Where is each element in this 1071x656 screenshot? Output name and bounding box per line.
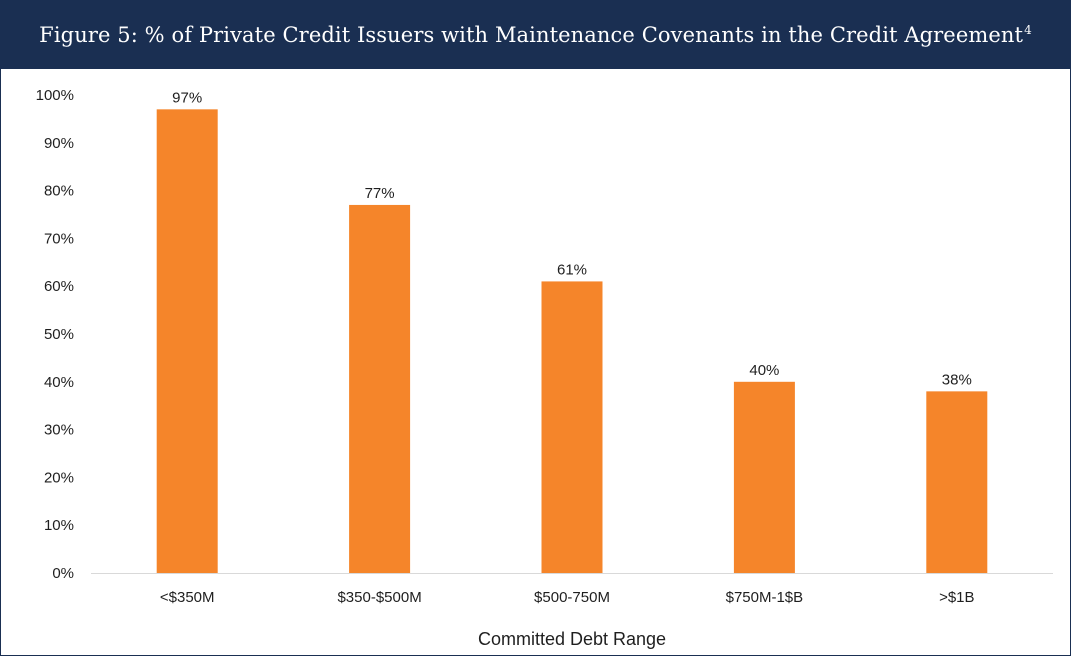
bar-chart: 0% 10% 20% 30% 40% 50% 60% 70% 80% 90% 100% 97% 77%… (36, 87, 1053, 649)
x-tick-label: $350-$500M (337, 589, 421, 606)
y-tick-label: 80% (44, 183, 74, 200)
x-tick-label: >$1B (939, 589, 974, 606)
y-tick-label: 60% (44, 278, 74, 295)
bar (349, 204, 411, 573)
y-tick-label: 100% (36, 87, 74, 104)
x-tick-label: $750M-1$B (726, 589, 804, 606)
chart-title-text: Figure 5: % of Private Credit Issuers wi… (39, 23, 1024, 47)
bar (926, 391, 988, 573)
x-tick-label: $500-750M (534, 589, 610, 606)
bar-data-label: 40% (749, 362, 779, 379)
bar-data-label: 97% (172, 89, 202, 106)
bar-data-label: 77% (365, 185, 395, 202)
data-labels: 97% 77% 61% 40% 38% (172, 89, 972, 388)
chart-title: Figure 5: % of Private Credit Issuers wi… (39, 23, 1032, 47)
y-tick-label: 30% (44, 422, 74, 439)
y-tick-label: 20% (44, 469, 74, 486)
bar-data-label: 38% (942, 371, 972, 388)
y-tick-label: 50% (44, 326, 74, 343)
y-tick-label: 70% (44, 230, 74, 247)
x-tick-label: <$350M (160, 589, 215, 606)
bars (156, 109, 988, 573)
bar (541, 281, 603, 573)
y-tick-label: 0% (52, 565, 74, 582)
x-axis-title: Committed Debt Range (478, 629, 666, 649)
bar (156, 109, 218, 573)
bar-data-label: 61% (557, 261, 587, 278)
y-tick-label: 40% (44, 374, 74, 391)
y-axis-ticks: 0% 10% 20% 30% 40% 50% 60% 70% 80% 90% 100% (36, 87, 74, 582)
bar (733, 381, 795, 573)
title-footnote-marker: 4 (1024, 23, 1032, 37)
title-bar: Figure 5: % of Private Credit Issuers wi… (1, 1, 1070, 69)
y-tick-label: 90% (44, 135, 74, 152)
y-tick-label: 10% (44, 517, 74, 534)
x-axis-ticks: <$350M $350-$500M $500-750M $750M-1$B >$1B (160, 589, 975, 606)
